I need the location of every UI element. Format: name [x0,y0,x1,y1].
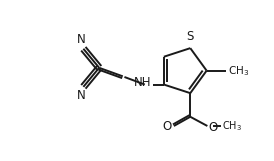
Text: N: N [77,33,86,46]
Text: CH$_3$: CH$_3$ [222,119,242,133]
Text: N: N [77,90,86,102]
Text: O: O [162,120,171,133]
Text: NH: NH [134,76,152,89]
Text: S: S [187,30,194,43]
Text: CH$_3$: CH$_3$ [228,64,249,78]
Text: O: O [209,121,218,134]
